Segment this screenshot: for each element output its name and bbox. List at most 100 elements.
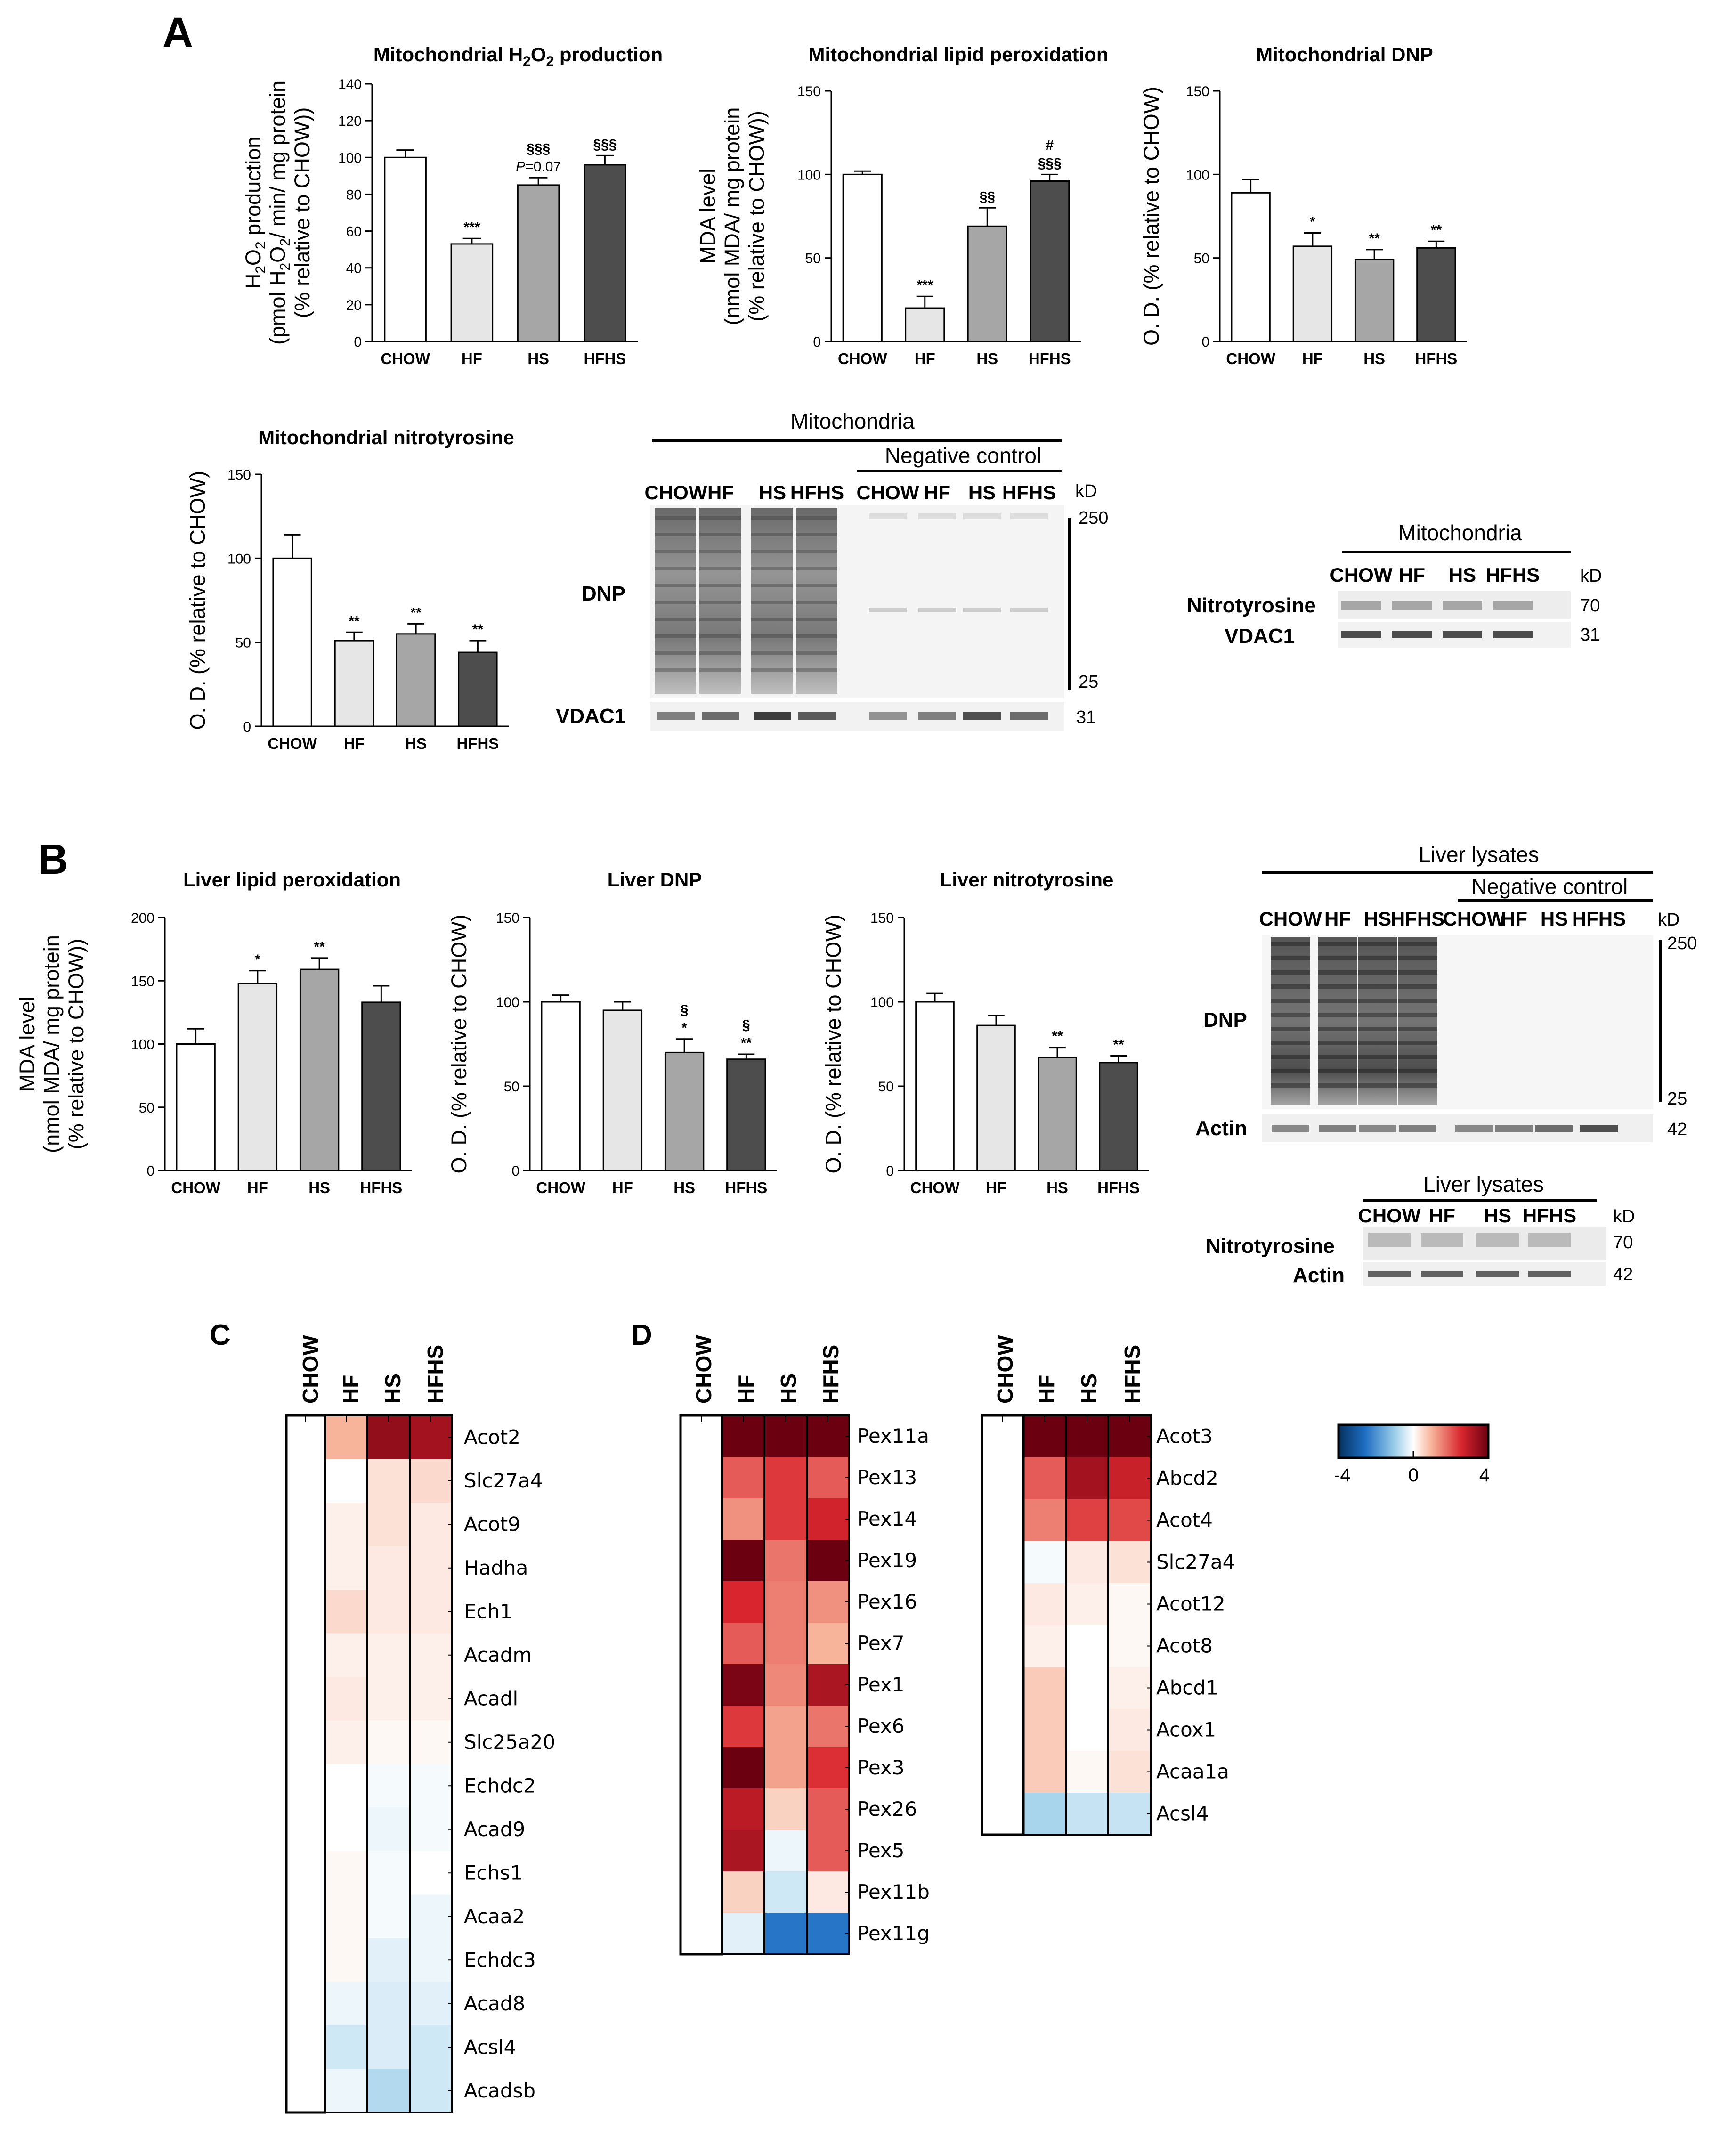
heatmap-cell [367, 1415, 410, 1459]
chart-title: Mitochondrial lipid peroxidation [809, 43, 1109, 65]
heatmap-cell [1023, 1415, 1066, 1458]
heatmap-cell [410, 1677, 452, 1721]
heatmap-cell [286, 1459, 325, 1503]
y-tick-label: 50 [1194, 251, 1209, 267]
lane-label: HS [1449, 564, 1476, 586]
lane-label: HF [1429, 1204, 1455, 1227]
y-tick-label: 50 [504, 1079, 519, 1095]
band [657, 712, 695, 720]
y-tick-label: 150 [131, 974, 154, 989]
panel-label-c: C [210, 1319, 231, 1351]
y-tick-label: 0 [146, 1163, 154, 1179]
band [1318, 1027, 1357, 1031]
band [699, 584, 741, 587]
x-tick-label: CHOW [838, 350, 887, 367]
heatmap-column-label: HF [338, 1375, 363, 1404]
significance-label: * [1310, 214, 1315, 229]
heatmap-cell [1023, 1457, 1066, 1500]
heatmap-row-label: Acadm [464, 1643, 532, 1666]
heatmap-cell [286, 1633, 325, 1677]
y-tick-label: 100 [496, 995, 519, 1010]
heatmap-row-label: Pex5 [857, 1839, 905, 1862]
heatmap-cell [1108, 1709, 1151, 1751]
significance-label: ** [472, 622, 484, 637]
band [1010, 712, 1048, 720]
heatmap-cell [1108, 1667, 1151, 1709]
band [1358, 1041, 1397, 1045]
band [1271, 1013, 1310, 1017]
heatmap-row-label: Acox1 [1156, 1718, 1216, 1741]
heatmap-cell [367, 1807, 410, 1852]
band [1341, 631, 1381, 638]
chart-liver-dnp: Liver DNP 0 50 100 150 O. D. (% relative to C… [447, 869, 777, 1196]
heatmap-cell [410, 1764, 452, 1808]
heatmap-cell [410, 1415, 452, 1459]
y-axis-label: O. D. (% relative to CHOW) [186, 471, 210, 730]
band [918, 712, 956, 720]
band [1398, 1069, 1437, 1073]
band [1398, 1027, 1437, 1031]
heatmap-cell [1108, 1457, 1151, 1500]
heatmap-cell [982, 1583, 1023, 1626]
colorbar-max: 4 [1479, 1465, 1490, 1486]
band [1359, 1125, 1396, 1132]
bar [458, 651, 498, 727]
band [796, 533, 837, 536]
heatmap-row-label: Acsl4 [1156, 1802, 1209, 1825]
band [1271, 984, 1310, 989]
band [1318, 1041, 1357, 1045]
y-label-line: (% relative to CHOW)) [64, 939, 88, 1150]
band [655, 584, 696, 587]
y-tick-label: 200 [131, 910, 154, 926]
band [1318, 984, 1357, 989]
band [751, 567, 793, 570]
band [1358, 1083, 1397, 1088]
lane-label: CHOW [1330, 564, 1393, 586]
band [699, 516, 741, 520]
heatmap-row-label: Pex19 [857, 1549, 917, 1572]
western-blot-mito-dnp: Mitochondria Negative control CHOW HF HS HF… [556, 409, 1108, 731]
significance-label: §§§ [1038, 155, 1062, 171]
y-axis-label: O. D. (% relative to CHOW) [821, 914, 845, 1173]
heatmap-cell [325, 1590, 367, 1634]
heatmap-cell [681, 1830, 722, 1872]
heatmap-row-label: Abcd1 [1156, 1676, 1218, 1699]
heatmap-cell [367, 1764, 410, 1808]
band [751, 550, 793, 553]
band [1399, 1125, 1436, 1132]
heatmap-cell [681, 1498, 722, 1540]
western-blot-liver-dnp: Liver lysates Negative control CHOW HF HSH… [1195, 842, 1697, 1142]
lane-label: HS [968, 481, 996, 504]
heatmap-cell [722, 1830, 764, 1872]
chart-title: Mitochondrial nitrotyrosine [258, 426, 514, 448]
heatmap-cell [286, 1894, 325, 1939]
y-axis-label: O. D. (% relative to CHOW) [447, 914, 471, 1173]
heatmap-cell [325, 1720, 367, 1764]
y-tick-label: 140 [338, 77, 362, 92]
band [655, 634, 696, 638]
heatmap-column-label: HFHS [819, 1345, 843, 1404]
significance-label: §§§ [527, 141, 550, 156]
y-tick-label: 100 [797, 167, 821, 183]
heatmap-cell [286, 1982, 325, 2026]
x-tick-label: HFHS [1097, 1179, 1140, 1196]
band [1358, 970, 1397, 975]
lane-label: HS [759, 481, 786, 504]
heatmap-cell [982, 1709, 1023, 1751]
bar [1030, 180, 1070, 342]
x-tick-label: HF [915, 350, 935, 367]
heatmap-cell [681, 1540, 722, 1582]
heatmap-row-label: Acsl4 [464, 2035, 516, 2058]
x-tick-label: HFHS [360, 1179, 402, 1196]
x-tick-label: CHOW [268, 735, 317, 752]
y-tick-label: 100 [227, 551, 251, 567]
band [754, 712, 791, 720]
faint-band [1010, 513, 1048, 519]
lane-label: HF [1324, 908, 1351, 930]
heatmap-cell [764, 1415, 807, 1457]
y-axis-label: H2O2 production(pmol H2O2/ min/ mg prote… [241, 81, 314, 345]
y-tick-label: 100 [870, 995, 894, 1010]
heatmap-cell [1023, 1751, 1066, 1793]
heatmap-cell [764, 1581, 807, 1623]
heatmap-cell [367, 1590, 410, 1634]
